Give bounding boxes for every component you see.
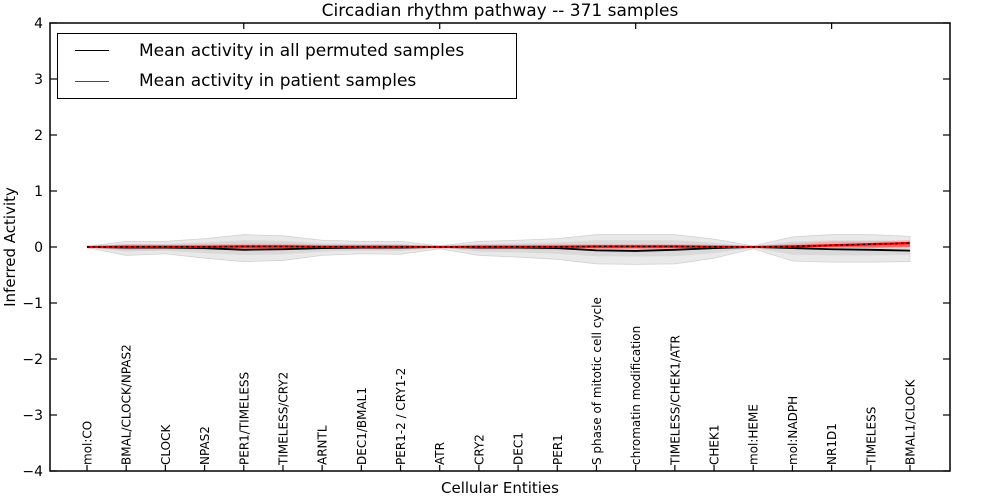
x-tick-label: BMAL/CLOCK/NPAS2 <box>120 344 134 465</box>
y-tick-label: 0 <box>34 240 43 256</box>
x-tick-label: TIMELESS/CHEK1/ATR <box>668 335 682 466</box>
y-tick-label: −1 <box>22 296 43 312</box>
x-tick-label: mol:CO <box>81 421 95 465</box>
x-tick-label: NR1D1 <box>825 423 839 465</box>
y-tick-label: 4 <box>34 16 43 32</box>
x-tick-label: ARNTL <box>316 425 330 465</box>
y-tick-label: −3 <box>22 408 43 424</box>
x-tick-label: ATR <box>433 442 447 465</box>
x-tick-label: DEC1/BMAL1 <box>355 387 369 465</box>
y-tick-label: 2 <box>34 128 43 144</box>
legend-line-sample-black <box>75 50 109 52</box>
legend-label: Mean activity in patient samples <box>139 71 417 92</box>
y-tick-label: 1 <box>34 184 43 200</box>
x-tick-label: DEC1 <box>512 432 526 465</box>
x-tick-label: mol:NADPH <box>786 396 800 465</box>
x-tick-label: PER1/TIMELESS <box>237 372 251 465</box>
x-tick-label: TIMELESS/CRY2 <box>276 372 290 466</box>
x-tick-label: S phase of mitotic cell cycle <box>590 297 604 465</box>
legend-item-patient: Mean activity in patient samples <box>58 67 516 95</box>
y-tick-label: 3 <box>34 72 43 88</box>
legend-line-sample-red <box>75 80 109 82</box>
x-tick-label: CLOCK <box>159 424 173 465</box>
x-tick-label: mol:HEME <box>747 404 761 465</box>
x-tick-label: chromatin modification <box>629 326 643 465</box>
legend-label: Mean activity in all permuted samples <box>139 40 465 61</box>
x-tick-label: BMAL1/CLOCK <box>904 378 918 465</box>
legend: Mean activity in all permuted samples Me… <box>57 33 517 99</box>
x-tick-label: PER1-2 / CRY1-2 <box>394 368 408 465</box>
patient-mean-line <box>86 241 911 249</box>
legend-item-permuted: Mean activity in all permuted samples <box>58 37 516 65</box>
x-tick-label: NPAS2 <box>198 426 212 465</box>
x-tick-label: CRY2 <box>472 434 486 465</box>
y-axis-label: Inferred Activity <box>1 187 19 307</box>
y-tick-label: −4 <box>22 464 43 480</box>
x-tick-label: CHEK1 <box>708 425 722 466</box>
y-tick-label: −2 <box>22 352 43 368</box>
x-tick-label: PER1 <box>551 434 565 465</box>
x-axis-label: Cellular Entities <box>441 479 559 497</box>
chart-title: Circadian rhythm pathway -- 371 samples <box>321 1 679 21</box>
x-tick-label: TIMELESS <box>864 407 878 466</box>
